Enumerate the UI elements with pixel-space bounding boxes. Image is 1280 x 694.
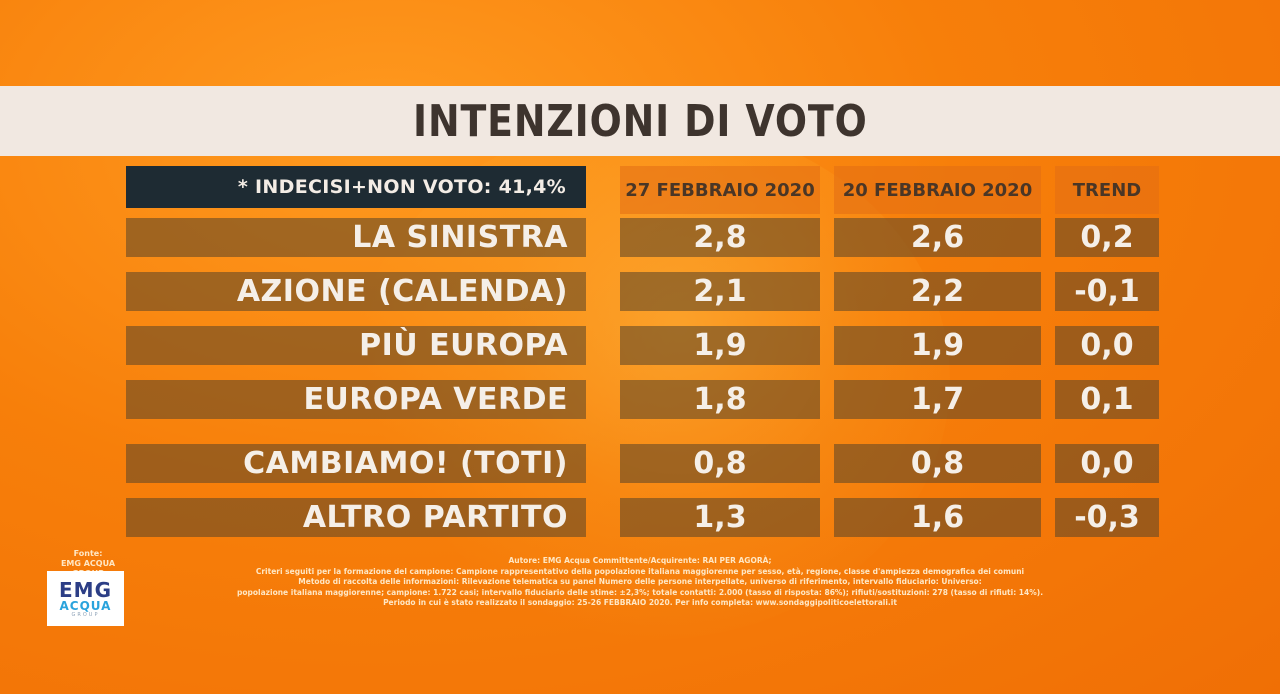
- value-cell-trend: -0,1: [1055, 272, 1159, 311]
- value-cell-date2: 1,6: [834, 498, 1041, 537]
- value-cell-date1: 2,1: [620, 272, 820, 311]
- methodology-footnote: Autore: EMG Acqua Committente/Acquirente…: [200, 556, 1080, 609]
- value-cell-date1: 1,8: [620, 380, 820, 419]
- value-cell-trend: 0,0: [1055, 326, 1159, 365]
- value-cell-date2: 1,7: [834, 380, 1041, 419]
- value-cell-trend: 0,1: [1055, 380, 1159, 419]
- party-label: LA SINISTRA: [126, 218, 586, 257]
- value-cell-date2: 0,8: [834, 444, 1041, 483]
- value-cell-trend: 0,0: [1055, 444, 1159, 483]
- logo-group-text: GROUP: [71, 611, 100, 618]
- party-label: ALTRO PARTITO: [126, 498, 586, 537]
- logo-emg-text: EMG: [59, 577, 112, 602]
- footnote-line: Autore: EMG Acqua Committente/Acquirente…: [508, 556, 772, 565]
- page-title: INTENZIONI DI VOTO: [412, 95, 868, 147]
- column-header-trend: TREND: [1055, 166, 1159, 214]
- party-label: AZIONE (CALENDA): [126, 272, 586, 311]
- footnote-line: popolazione italiana maggiorenne; campio…: [236, 587, 1044, 597]
- source-label-prefix: Fonte:: [73, 549, 103, 558]
- party-label: PIÙ EUROPA: [126, 326, 586, 365]
- footnote-line: Metodo di raccolta delle informazioni: R…: [298, 577, 982, 587]
- party-label: CAMBIAMO! (TOTI): [126, 444, 586, 483]
- value-cell-date1: 1,9: [620, 326, 820, 365]
- column-header-date2: 20 FEBBRAIO 2020: [834, 166, 1041, 214]
- value-cell-date2: 1,9: [834, 326, 1041, 365]
- column-header-date1: 27 FEBBRAIO 2020: [620, 166, 820, 214]
- title-bar: INTENZIONI DI VOTO: [0, 86, 1280, 156]
- value-cell-date2: 2,2: [834, 272, 1041, 311]
- value-cell-date1: 2,8: [620, 218, 820, 257]
- footnote-line: Periodo in cui è stato realizzato il son…: [383, 598, 897, 608]
- value-cell-trend: 0,2: [1055, 218, 1159, 257]
- value-cell-date2: 2,6: [834, 218, 1041, 257]
- party-label: EUROPA VERDE: [126, 380, 586, 419]
- value-cell-date1: 0,8: [620, 444, 820, 483]
- value-cell-date1: 1,3: [620, 498, 820, 537]
- undecided-note: * INDECISI+NON VOTO: 41,4%: [126, 166, 586, 208]
- footnote-line: Criteri seguiti per la formazione del ca…: [255, 566, 1025, 576]
- emg-logo: EMG ACQUA GROUP: [47, 571, 124, 626]
- value-cell-trend: -0,3: [1055, 498, 1159, 537]
- logo-acqua-text: ACQUA: [59, 598, 112, 613]
